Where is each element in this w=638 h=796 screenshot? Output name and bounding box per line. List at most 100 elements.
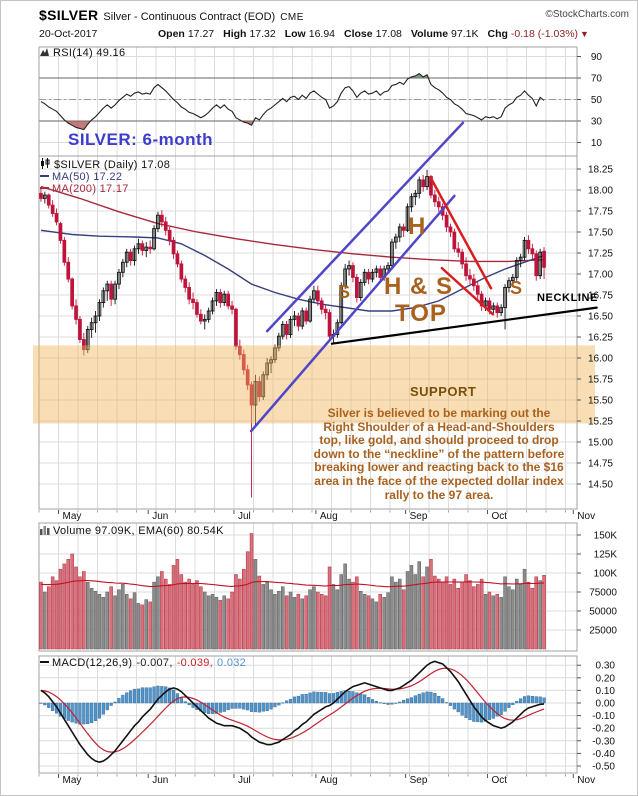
head-decline-upper-line bbox=[429, 176, 493, 290]
macd-value: -0.007, bbox=[136, 657, 173, 669]
svg-text:17.50: 17.50 bbox=[588, 228, 613, 239]
high-label: High bbox=[223, 28, 247, 40]
head-and-shoulders-label: H & S bbox=[384, 273, 454, 300]
exchange-label: CME bbox=[280, 12, 304, 23]
instrument-name: Silver - Continuous Contract (EOD) bbox=[103, 11, 276, 23]
ma50-legend-text: MA(50) 17.22 bbox=[52, 171, 123, 183]
svg-text:-0.40: -0.40 bbox=[592, 749, 615, 760]
head-label: H bbox=[408, 213, 426, 240]
svg-text:125K: 125K bbox=[594, 550, 618, 561]
month-label-jul: Jul bbox=[238, 511, 251, 522]
ma200-line-icon bbox=[40, 187, 49, 189]
price-legend-ma200: MA(200) 17.17 bbox=[40, 183, 129, 195]
ma200-legend-text: MA(200) 17.17 bbox=[52, 183, 129, 195]
svg-text:150K: 150K bbox=[594, 531, 618, 542]
svg-text:-0.30: -0.30 bbox=[592, 736, 615, 747]
svg-text:15.75: 15.75 bbox=[588, 375, 613, 386]
close-label: Close bbox=[344, 28, 373, 40]
svg-text:75000: 75000 bbox=[589, 588, 617, 599]
stockcharts-copyright: ©StockCharts.com bbox=[545, 9, 629, 20]
month-label-nov-2: Nov bbox=[577, 775, 595, 786]
svg-text:15.50: 15.50 bbox=[588, 396, 613, 407]
rsi-legend-text: RSI(14) 49.16 bbox=[53, 47, 126, 59]
svg-text:17.00: 17.00 bbox=[588, 270, 613, 281]
svg-text:16.50: 16.50 bbox=[588, 312, 613, 323]
month-label-jun-2: Jun bbox=[152, 775, 168, 786]
grid bbox=[38, 46, 578, 774]
chart-header: $SILVER Silver - Continuous Contract (EOD… bbox=[39, 7, 633, 25]
svg-text:16.00: 16.00 bbox=[588, 354, 613, 365]
uptrend-channel-upper-line bbox=[265, 121, 465, 333]
rsi-oversold-fill bbox=[65, 121, 91, 130]
macd-line bbox=[40, 660, 545, 764]
macd-hist-value: 0.032 bbox=[217, 657, 247, 669]
price-legend-main: $SILVER (Daily) 17.08 bbox=[40, 158, 170, 172]
month-label-aug-2: Aug bbox=[320, 775, 338, 786]
month-label-sep-2: Sep bbox=[410, 775, 428, 786]
svg-text:14.75: 14.75 bbox=[588, 459, 613, 470]
commentary-text: Silver is believed to be marking out the… bbox=[313, 406, 565, 502]
quote-date: 20-Oct-2017 bbox=[39, 28, 98, 40]
volume-bars bbox=[39, 533, 546, 650]
annotation-lines bbox=[249, 121, 598, 433]
open-value: 17.27 bbox=[187, 28, 215, 40]
right-shoulder-label: S bbox=[510, 278, 523, 298]
close-value: 17.08 bbox=[375, 28, 402, 40]
macd-signal-value: -0.039, bbox=[176, 657, 214, 669]
macd-legend: MACD(12,26,9) -0.007, -0.039, 0.032 bbox=[40, 657, 246, 669]
month-label-may: May bbox=[63, 511, 82, 522]
low-value: 16.94 bbox=[308, 28, 336, 40]
chg-label: Chg bbox=[487, 28, 508, 40]
axes: 90 70 50 30 10 18.25 18.00 17.75 17.50 17.25 17.00… bbox=[38, 52, 618, 786]
month-label-jun: Jun bbox=[152, 511, 168, 522]
month-label-sep: Sep bbox=[410, 511, 428, 522]
svg-text:14.50: 14.50 bbox=[588, 480, 613, 491]
svg-text:-0.50: -0.50 bbox=[592, 762, 615, 773]
svg-text:0.20: 0.20 bbox=[596, 673, 616, 684]
svg-text:-0.20: -0.20 bbox=[592, 724, 615, 735]
month-label-oct-2: Oct bbox=[492, 775, 508, 786]
volume-label: Volume bbox=[410, 28, 449, 40]
svg-text:10: 10 bbox=[591, 138, 603, 149]
neckline-label: NECKLINE bbox=[537, 292, 599, 304]
chart-title-annotation: SILVER: 6-month bbox=[68, 130, 214, 149]
svg-text:30: 30 bbox=[591, 117, 603, 128]
macd-histogram bbox=[39, 685, 546, 725]
svg-text:70: 70 bbox=[591, 74, 603, 85]
svg-text:15.00: 15.00 bbox=[588, 438, 613, 449]
svg-text:0.10: 0.10 bbox=[596, 686, 616, 697]
macd-signal-line bbox=[40, 667, 545, 753]
macd-legend-name: MACD(12,26,9) bbox=[52, 657, 133, 669]
macd-line-icon bbox=[40, 661, 49, 663]
top-label: TOP bbox=[395, 300, 447, 327]
left-shoulder-label: S bbox=[338, 282, 351, 302]
svg-text:16.25: 16.25 bbox=[588, 333, 613, 344]
bar-chart-icon bbox=[40, 525, 50, 538]
price-legend-text: $SILVER (Daily) 17.08 bbox=[54, 159, 171, 171]
open-label: Open bbox=[158, 28, 185, 40]
neckline-line bbox=[330, 306, 598, 345]
svg-text:17.25: 17.25 bbox=[588, 249, 613, 260]
month-label-nov: Nov bbox=[577, 511, 595, 522]
volume-ema-line bbox=[40, 579, 545, 588]
area-chart-icon bbox=[40, 47, 50, 60]
svg-text:16.75: 16.75 bbox=[588, 291, 613, 302]
uptrend-channel-lower-line bbox=[249, 194, 456, 433]
volume-legend: Volume 97.09K, EMA(60) 80.54K bbox=[40, 525, 224, 538]
candlestick-icon bbox=[40, 158, 51, 172]
support-label: SUPPORT bbox=[410, 384, 477, 399]
volume-legend-text: Volume 97.09K, EMA(60) 80.54K bbox=[53, 525, 224, 537]
high-value: 17.32 bbox=[249, 28, 276, 40]
ma50-line-icon bbox=[40, 175, 49, 177]
chg-down-arrow-icon: ▼ bbox=[580, 29, 589, 39]
chg-value: -0.18 (-1.03%) bbox=[510, 28, 579, 40]
svg-text:50: 50 bbox=[591, 95, 603, 106]
svg-text:15.25: 15.25 bbox=[588, 417, 613, 428]
head-decline-lower-line bbox=[440, 266, 495, 316]
svg-text:100K: 100K bbox=[594, 569, 618, 580]
month-label-jul-2: Jul bbox=[238, 775, 251, 786]
candles bbox=[39, 169, 546, 498]
svg-text:0.00: 0.00 bbox=[596, 699, 616, 710]
